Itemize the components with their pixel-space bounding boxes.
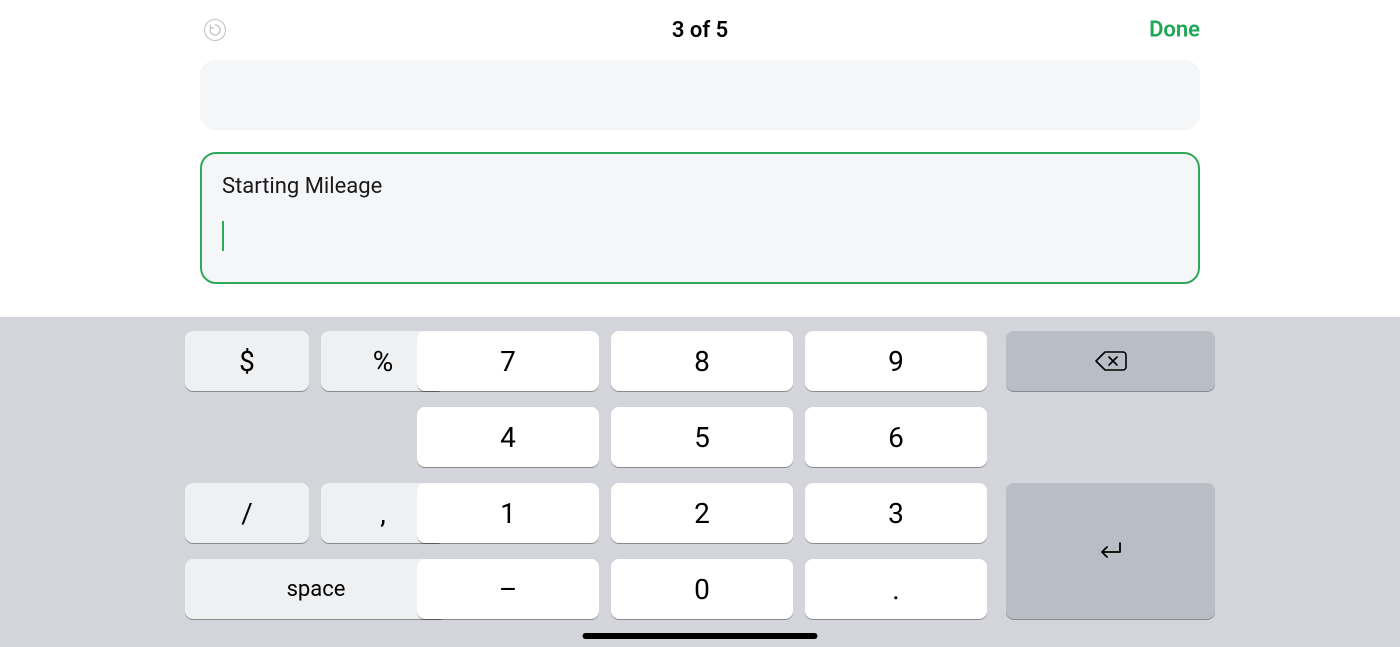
home-indicator[interactable] — [583, 633, 818, 639]
return-icon — [1096, 539, 1126, 563]
key-backspace[interactable] — [1006, 331, 1215, 391]
done-button[interactable]: Done — [1149, 18, 1200, 43]
key-3[interactable]: 3 — [805, 483, 987, 543]
undo-button[interactable] — [200, 15, 230, 45]
header-bar: 3 of 5 Done — [0, 0, 1400, 60]
key-8[interactable]: 8 — [611, 331, 793, 391]
key-7[interactable]: 7 — [417, 331, 599, 391]
key-0[interactable]: 0 — [611, 559, 793, 619]
key-dot[interactable]: . — [805, 559, 987, 619]
key-space[interactable]: space — [185, 559, 447, 619]
numeric-keyboard: $ % 7 8 9 4 5 6 / , 1 — [0, 317, 1400, 647]
backspace-icon — [1094, 349, 1128, 373]
key-5[interactable]: 5 — [611, 407, 793, 467]
key-return[interactable] — [1006, 483, 1215, 619]
starting-mileage-field[interactable]: Starting Mileage — [200, 152, 1200, 284]
text-cursor — [222, 221, 224, 251]
key-6[interactable]: 6 — [805, 407, 987, 467]
key-1[interactable]: 1 — [417, 483, 599, 543]
key-slash[interactable]: / — [185, 483, 309, 543]
previous-field-card[interactable] — [200, 60, 1200, 130]
key-minus[interactable]: – — [417, 559, 599, 619]
undo-icon — [203, 18, 227, 42]
key-9[interactable]: 9 — [805, 331, 987, 391]
key-4[interactable]: 4 — [417, 407, 599, 467]
key-2[interactable]: 2 — [611, 483, 793, 543]
field-label: Starting Mileage — [222, 174, 1178, 199]
key-dollar[interactable]: $ — [185, 331, 309, 391]
form-area: Starting Mileage — [0, 60, 1400, 284]
page-title: 3 of 5 — [672, 18, 728, 43]
